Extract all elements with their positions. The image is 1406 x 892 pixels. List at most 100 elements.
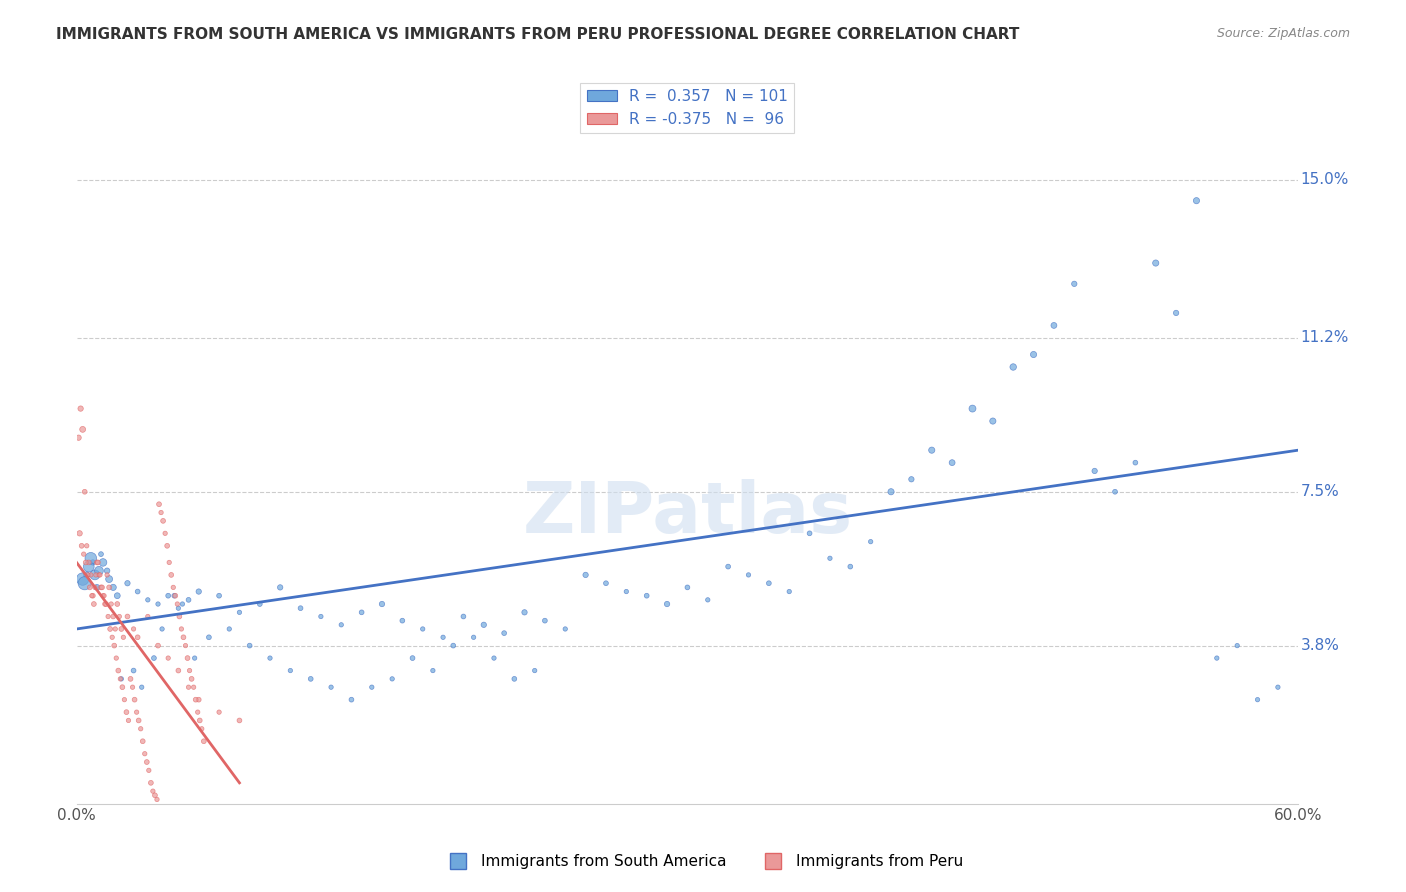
Point <box>73 547 96 561</box>
Text: 7.5%: 7.5% <box>1301 484 1340 500</box>
Point <box>91 556 114 570</box>
Point <box>432 630 454 644</box>
Point <box>880 484 903 499</box>
Point <box>290 601 312 615</box>
Point <box>112 692 135 706</box>
Text: 3.8%: 3.8% <box>1301 638 1340 653</box>
Point <box>122 622 145 636</box>
Point <box>180 672 202 686</box>
Point <box>104 622 127 636</box>
Point <box>146 792 169 806</box>
Point <box>167 601 190 615</box>
Point <box>103 581 125 595</box>
Point <box>183 680 205 694</box>
Point <box>534 614 557 628</box>
Point <box>96 564 118 578</box>
Text: 11.2%: 11.2% <box>1301 330 1350 345</box>
Point <box>72 422 94 436</box>
Point <box>91 589 114 603</box>
Point <box>758 576 780 591</box>
Point <box>1063 277 1085 291</box>
Point <box>228 605 250 619</box>
Point <box>575 568 598 582</box>
Point <box>142 784 165 798</box>
Point <box>138 764 160 778</box>
Point <box>69 401 91 416</box>
Point <box>152 514 174 528</box>
Point <box>319 680 342 694</box>
Point <box>76 539 98 553</box>
Point <box>70 539 93 553</box>
Point <box>921 443 943 458</box>
Point <box>453 609 475 624</box>
Point <box>176 651 198 665</box>
Point <box>778 584 800 599</box>
Point <box>1125 456 1147 470</box>
Point <box>360 680 382 694</box>
Text: Source: ZipAtlas.com: Source: ZipAtlas.com <box>1216 27 1350 40</box>
Point <box>157 589 180 603</box>
Point <box>463 630 485 644</box>
Point <box>1185 194 1208 208</box>
Point <box>143 789 166 803</box>
Point <box>87 568 110 582</box>
Point <box>148 497 170 511</box>
Point <box>77 556 100 570</box>
Point <box>188 714 211 728</box>
Point <box>183 651 205 665</box>
Point <box>523 664 546 678</box>
Point <box>98 572 121 586</box>
Point <box>371 597 394 611</box>
Point <box>117 714 139 728</box>
Point <box>105 651 128 665</box>
Point <box>83 597 105 611</box>
Point <box>172 597 194 611</box>
Point <box>350 605 373 619</box>
Point <box>131 680 153 694</box>
Point <box>187 692 209 706</box>
Point <box>76 568 98 582</box>
Point <box>117 576 139 591</box>
Point <box>412 622 434 636</box>
Point <box>82 589 104 603</box>
Point <box>422 664 444 678</box>
Point <box>67 431 90 445</box>
Point <box>86 556 108 570</box>
Point <box>100 597 122 611</box>
Point <box>105 589 128 603</box>
Point <box>818 551 841 566</box>
Point <box>157 651 180 665</box>
Point <box>941 456 963 470</box>
Point <box>249 597 271 611</box>
Point <box>80 568 103 582</box>
Point <box>187 584 209 599</box>
Point <box>193 734 215 748</box>
Point <box>177 592 200 607</box>
Point <box>191 722 214 736</box>
Point <box>1164 306 1187 320</box>
Point <box>269 581 291 595</box>
Point <box>90 581 112 595</box>
Point <box>98 622 121 636</box>
Point <box>900 472 922 486</box>
Point <box>1022 347 1045 361</box>
Point <box>167 664 190 678</box>
Point <box>169 609 191 624</box>
Point <box>120 672 142 686</box>
Point <box>80 551 103 566</box>
Point <box>160 568 183 582</box>
Point <box>1226 639 1249 653</box>
Point <box>228 714 250 728</box>
Point <box>135 755 157 769</box>
Point <box>1144 256 1167 270</box>
Point <box>494 626 516 640</box>
Point <box>165 589 187 603</box>
Point <box>110 622 132 636</box>
Point <box>134 747 156 761</box>
Legend: Immigrants from South America, Immigrants from Peru: Immigrants from South America, Immigrant… <box>437 848 969 875</box>
Point <box>839 559 862 574</box>
Point <box>166 597 188 611</box>
Point <box>401 651 423 665</box>
Point <box>112 630 135 644</box>
Point <box>80 589 103 603</box>
